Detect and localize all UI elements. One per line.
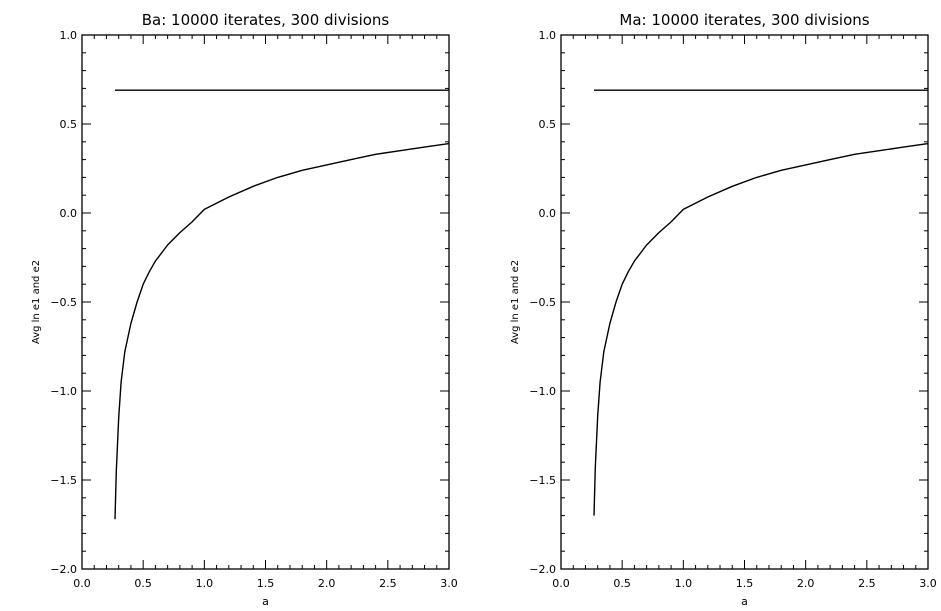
x-tick-label: 3.0	[919, 577, 937, 590]
x-tick-label: 1.5	[736, 577, 754, 590]
data-curve	[593, 142, 929, 516]
y-tick-label: 1.0	[539, 29, 557, 42]
y-tick-label: 0.5	[60, 118, 78, 131]
x-tick-label: 1.0	[196, 577, 214, 590]
y-tick-label: −2.0	[50, 563, 77, 576]
x-tick-label: 2.5	[858, 577, 876, 590]
chart-panel-2: Ma: 10000 iterates, 300 divisions 0.0 0.5 1…	[510, 11, 937, 608]
x-tick-label: 0.5	[613, 577, 631, 590]
x-tick-label: 0.0	[73, 577, 91, 590]
x-tick-label: 2.5	[379, 577, 397, 590]
x-tick-label: 2.0	[318, 577, 336, 590]
y-tick-label: −0.5	[529, 296, 556, 309]
x-tick-label: 0.0	[552, 577, 570, 590]
y-axis-label: Avg ln e1 and e2	[510, 260, 521, 344]
x-tick-label: 2.0	[797, 577, 815, 590]
y-tick-label: −2.0	[529, 563, 556, 576]
y-tick-label: −1.5	[529, 474, 556, 487]
y-tick-label: −0.5	[50, 296, 77, 309]
x-tick-label: 0.5	[134, 577, 152, 590]
chart-title: Ba: 10000 iterates, 300 divisions	[142, 11, 390, 29]
y-tick-label: 0.0	[539, 207, 557, 220]
x-axis-label: a	[262, 595, 269, 608]
x-tick-label: 3.0	[440, 577, 458, 590]
y-tick-label: −1.0	[529, 385, 556, 398]
y-tick-label: 0.0	[60, 207, 78, 220]
data-curve	[114, 142, 450, 520]
y-tick-label: −1.0	[50, 385, 77, 398]
chart-title: Ma: 10000 iterates, 300 divisions	[619, 11, 869, 29]
x-tick-label: 1.5	[257, 577, 275, 590]
y-tick-label: −1.5	[50, 474, 77, 487]
y-tick-label: 1.0	[60, 29, 78, 42]
chart-panel-1: Ba: 10000 iterates, 300 divisions 0.0 0.5 1…	[31, 11, 458, 608]
y-axis-label: Avg ln e1 and e2	[31, 260, 42, 344]
x-tick-label: 1.0	[675, 577, 693, 590]
x-axis-label: a	[741, 595, 748, 608]
y-tick-label: 0.5	[539, 118, 557, 131]
